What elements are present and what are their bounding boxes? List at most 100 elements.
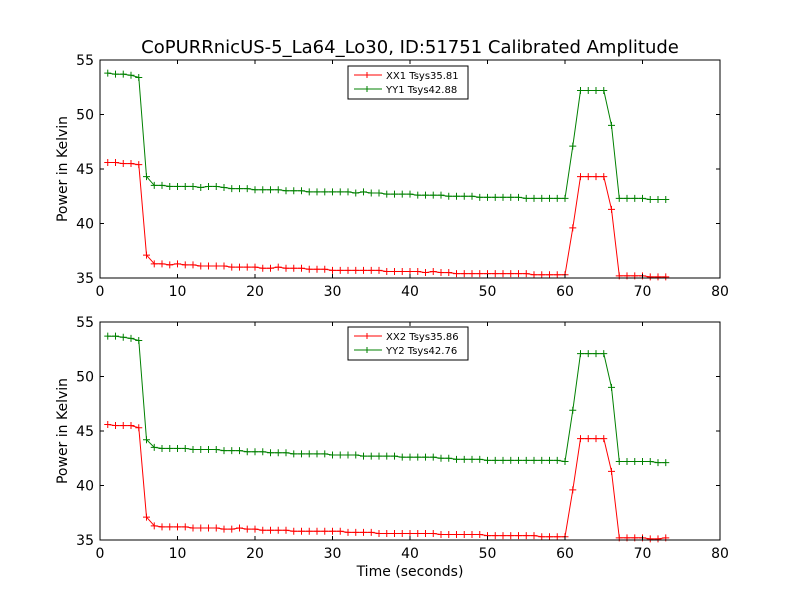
data-point-1 (174, 444, 181, 452)
data-point-0 (468, 270, 476, 278)
data-point-0 (228, 263, 236, 271)
y-axis-label: Power in Kelvin (55, 116, 71, 222)
data-point-1 (569, 406, 577, 414)
x-tick-label: 50 (479, 284, 497, 300)
data-point-0 (298, 527, 305, 535)
data-point-1 (367, 189, 375, 197)
data-point-0 (468, 531, 476, 539)
data-point-1 (515, 456, 522, 464)
data-point-1 (507, 193, 515, 201)
data-point-0 (515, 532, 522, 540)
data-point-0 (507, 532, 515, 540)
data-point-0 (577, 173, 584, 181)
x-tick-label: 0 (96, 284, 105, 300)
data-point-0 (112, 422, 119, 430)
data-point-0 (259, 264, 267, 272)
data-point-1 (352, 451, 360, 459)
data-point-1 (205, 446, 212, 454)
x-tick-label: 80 (711, 284, 729, 300)
data-point-1 (143, 436, 150, 444)
data-point-1 (476, 193, 484, 201)
data-point-1 (561, 458, 569, 466)
data-point-1 (259, 448, 267, 456)
chart-title: CoPURRnicUS-5_La64_Lo30, ID:51751 Calibr… (141, 37, 679, 58)
data-point-1 (429, 453, 437, 461)
data-point-0 (305, 527, 313, 535)
data-point-0 (321, 265, 329, 273)
data-point-1 (398, 190, 406, 198)
data-point-0 (646, 535, 654, 543)
data-point-0 (398, 267, 406, 275)
legend-label: YY1 Tsys42.88 (385, 85, 457, 96)
data-point-1 (414, 453, 422, 461)
data-point-0 (243, 263, 251, 271)
data-point-1 (352, 189, 360, 197)
data-point-1 (429, 191, 437, 199)
data-point-1 (166, 182, 174, 190)
data-point-0 (460, 270, 468, 278)
data-point-0 (236, 263, 243, 271)
data-point-1 (491, 193, 499, 201)
data-point-0 (584, 435, 592, 443)
data-point-1 (321, 450, 329, 458)
x-tick-label: 10 (169, 284, 187, 300)
data-point-0 (282, 526, 290, 534)
data-point-0 (429, 267, 437, 275)
data-point-1 (468, 455, 476, 463)
x-tick-label: 70 (634, 284, 652, 300)
data-point-1 (460, 455, 468, 463)
data-point-1 (181, 444, 189, 452)
data-point-1 (592, 87, 600, 95)
data-point-0 (205, 524, 212, 532)
data-point-0 (367, 266, 375, 274)
data-point-0 (313, 265, 321, 273)
data-point-1 (654, 196, 662, 204)
data-point-1 (631, 458, 639, 466)
data-point-0 (546, 271, 553, 279)
data-point-0 (104, 420, 112, 428)
y-tick-label: 55 (76, 315, 94, 331)
subplot-top: 0 10 20 30 40 50 60 70 80 35 40 45 50 55 Power in Kelv… (55, 53, 729, 300)
data-point-1 (530, 456, 538, 464)
data-point-1 (259, 186, 267, 194)
subplot-bottom: 0 10 20 30 40 50 60 70 80 35 40 45 50 55 Power in Kelv… (55, 315, 729, 580)
data-point-1 (646, 458, 654, 466)
data-point-0 (267, 264, 274, 272)
data-point-1 (236, 185, 243, 193)
data-point-1 (437, 191, 445, 199)
data-point-0 (251, 525, 259, 533)
data-point-1 (367, 452, 375, 460)
x-tick-label: 30 (324, 546, 342, 562)
data-point-0 (189, 261, 197, 269)
data-point-0 (406, 267, 414, 275)
legend-marker (364, 72, 370, 78)
data-point-1 (577, 87, 584, 95)
data-point-1 (119, 333, 127, 341)
data-point-0 (530, 532, 538, 540)
data-point-0 (197, 524, 205, 532)
data-point-0 (127, 422, 135, 430)
data-point-1 (344, 188, 352, 196)
data-point-1 (623, 194, 631, 202)
x-tick-label: 60 (556, 284, 574, 300)
data-point-0 (453, 531, 460, 539)
data-point-1 (499, 193, 507, 201)
data-point-0 (329, 527, 336, 535)
data-point-1 (662, 459, 670, 467)
data-point-1 (298, 187, 305, 195)
data-point-1 (577, 350, 584, 358)
x-tick-label: 40 (401, 546, 419, 562)
data-point-1 (391, 190, 398, 198)
data-point-0 (150, 522, 158, 530)
data-point-1 (639, 194, 646, 202)
data-point-1 (615, 194, 623, 202)
x-tick-label: 30 (324, 284, 342, 300)
data-point-0 (437, 269, 445, 277)
data-point-0 (243, 525, 251, 533)
data-point-0 (127, 160, 135, 168)
data-point-0 (220, 525, 228, 533)
data-point-1 (305, 188, 313, 196)
data-point-0 (391, 529, 398, 537)
data-point-0 (422, 529, 429, 537)
